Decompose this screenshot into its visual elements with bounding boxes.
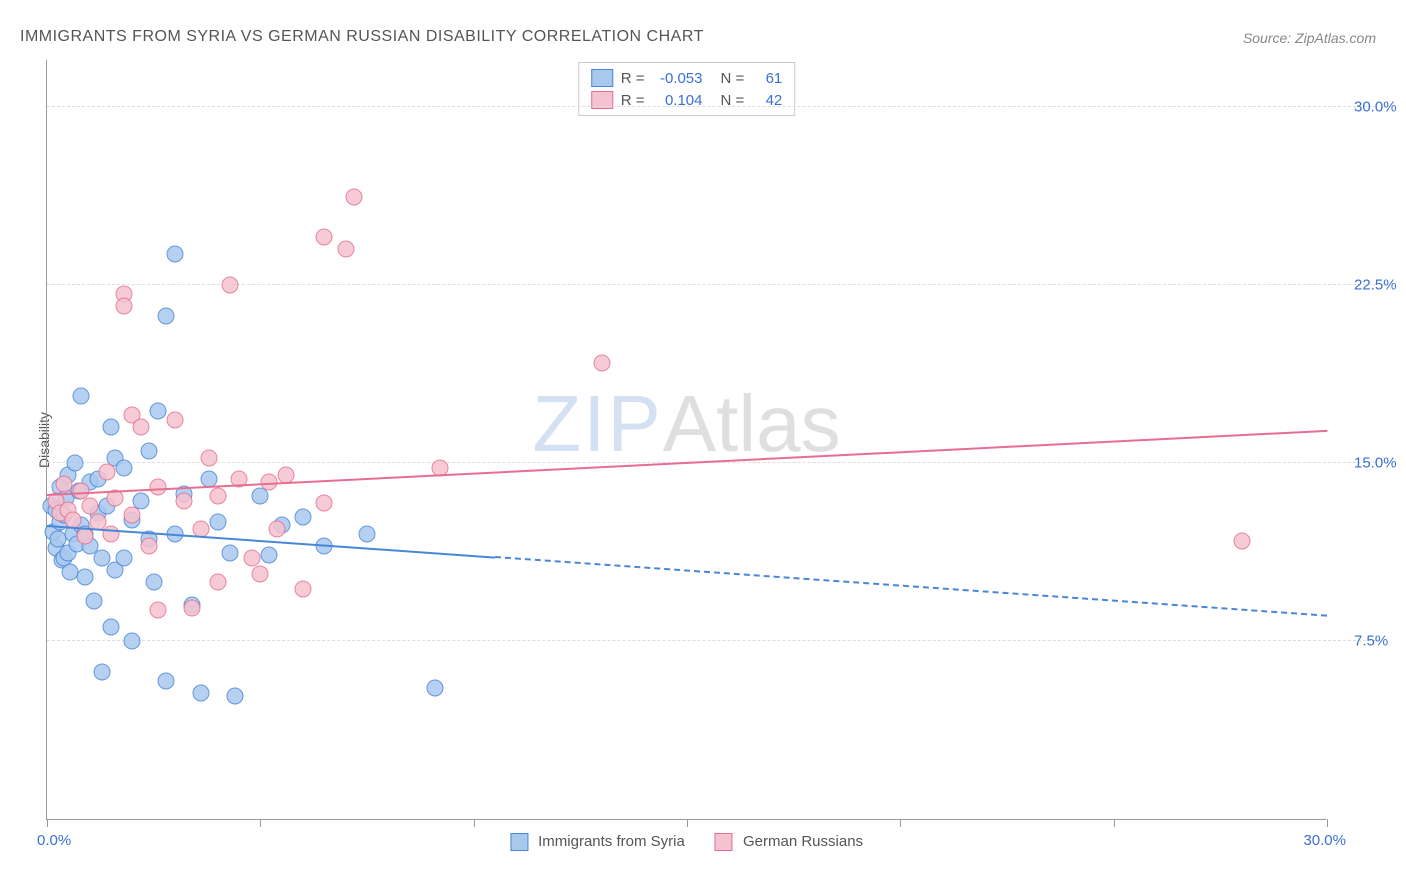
scatter-point-syria bbox=[73, 388, 90, 405]
scatter-point-syria bbox=[149, 402, 166, 419]
scatter-point-syria bbox=[103, 618, 120, 635]
legend-item-syria: Immigrants from Syria bbox=[510, 833, 685, 851]
x-tick bbox=[687, 819, 688, 827]
correlation-legend: R = -0.053 N = 61 R = 0.104 N = 42 bbox=[578, 62, 796, 116]
scatter-point-syria bbox=[295, 509, 312, 526]
scatter-point-german_russians bbox=[201, 450, 218, 467]
y-tick-label: 15.0% bbox=[1354, 454, 1406, 471]
source-attribution: Source: ZipAtlas.com bbox=[1243, 30, 1376, 46]
scatter-point-german_russians bbox=[277, 466, 294, 483]
scatter-point-syria bbox=[158, 673, 175, 690]
scatter-point-german_russians bbox=[222, 276, 239, 293]
scatter-point-german_russians bbox=[98, 464, 115, 481]
x-tick bbox=[474, 819, 475, 827]
scatter-point-syria bbox=[115, 459, 132, 476]
gridline bbox=[47, 640, 1376, 641]
scatter-point-german_russians bbox=[149, 478, 166, 495]
scatter-point-german_russians bbox=[81, 497, 98, 514]
scatter-point-german_russians bbox=[124, 507, 141, 524]
scatter-point-german_russians bbox=[209, 488, 226, 505]
x-tick bbox=[900, 819, 901, 827]
scatter-point-german_russians bbox=[316, 229, 333, 246]
watermark-zip: ZIP bbox=[532, 379, 662, 468]
swatch-syria bbox=[591, 69, 613, 87]
gridline bbox=[47, 284, 1376, 285]
scatter-point-german_russians bbox=[209, 573, 226, 590]
plot-container: Disability ZIPAtlas R = -0.053 N = 61 R … bbox=[46, 60, 1326, 820]
scatter-point-german_russians bbox=[132, 419, 149, 436]
scatter-plot: ZIPAtlas R = -0.053 N = 61 R = 0.104 N =… bbox=[46, 60, 1326, 820]
x-tick bbox=[260, 819, 261, 827]
r-value-syria: -0.053 bbox=[653, 70, 703, 87]
scatter-point-syria bbox=[192, 685, 209, 702]
scatter-point-german_russians bbox=[295, 580, 312, 597]
scatter-point-german_russians bbox=[337, 241, 354, 258]
chart-title: IMMIGRANTS FROM SYRIA VS GERMAN RUSSIAN … bbox=[20, 28, 704, 46]
x-min-label: 0.0% bbox=[37, 832, 71, 849]
scatter-point-syria bbox=[85, 592, 102, 609]
scatter-point-german_russians bbox=[593, 355, 610, 372]
trend-line-german_russians bbox=[47, 430, 1327, 496]
n-value-syria: 61 bbox=[752, 70, 782, 87]
scatter-point-syria bbox=[158, 307, 175, 324]
scatter-point-german_russians bbox=[346, 188, 363, 205]
scatter-point-syria bbox=[145, 573, 162, 590]
legend-item-german: German Russians bbox=[715, 833, 863, 851]
legend-label-syria: Immigrants from Syria bbox=[538, 833, 685, 850]
scatter-point-german_russians bbox=[141, 537, 158, 554]
scatter-point-syria bbox=[103, 419, 120, 436]
scatter-point-syria bbox=[209, 514, 226, 531]
scatter-point-german_russians bbox=[149, 602, 166, 619]
scatter-point-syria bbox=[94, 663, 111, 680]
x-max-label: 30.0% bbox=[1303, 832, 1346, 849]
y-tick-label: 22.5% bbox=[1354, 276, 1406, 293]
legend-swatch-syria bbox=[510, 833, 528, 851]
scatter-point-syria bbox=[260, 547, 277, 564]
scatter-point-german_russians bbox=[243, 549, 260, 566]
scatter-point-german_russians bbox=[1233, 533, 1250, 550]
scatter-point-syria bbox=[115, 549, 132, 566]
scatter-point-syria bbox=[359, 526, 376, 543]
legend-swatch-german bbox=[715, 833, 733, 851]
scatter-point-syria bbox=[66, 454, 83, 471]
scatter-point-syria bbox=[167, 245, 184, 262]
scatter-point-syria bbox=[226, 687, 243, 704]
scatter-point-german_russians bbox=[316, 495, 333, 512]
correlation-row-german: R = 0.104 N = 42 bbox=[591, 89, 783, 111]
scatter-point-syria bbox=[77, 568, 94, 585]
scatter-point-german_russians bbox=[103, 526, 120, 543]
scatter-point-german_russians bbox=[167, 412, 184, 429]
scatter-point-german_russians bbox=[77, 528, 94, 545]
scatter-point-german_russians bbox=[252, 566, 269, 583]
legend-label-german: German Russians bbox=[743, 833, 863, 850]
x-tick bbox=[47, 819, 48, 827]
scatter-point-syria bbox=[222, 545, 239, 562]
bottom-legend: Immigrants from Syria German Russians bbox=[510, 833, 863, 851]
gridline bbox=[47, 106, 1376, 107]
scatter-point-german_russians bbox=[115, 298, 132, 315]
scatter-point-german_russians bbox=[56, 476, 73, 493]
correlation-row-syria: R = -0.053 N = 61 bbox=[591, 67, 783, 89]
scatter-point-german_russians bbox=[269, 521, 286, 538]
trend-line-syria bbox=[495, 556, 1327, 617]
scatter-point-syria bbox=[427, 680, 444, 697]
scatter-point-german_russians bbox=[175, 492, 192, 509]
r-label: R = bbox=[621, 70, 645, 87]
scatter-point-syria bbox=[141, 442, 158, 459]
x-tick bbox=[1327, 819, 1328, 827]
x-tick bbox=[1114, 819, 1115, 827]
scatter-point-syria bbox=[124, 632, 141, 649]
y-tick-label: 30.0% bbox=[1354, 98, 1406, 115]
y-tick-label: 7.5% bbox=[1354, 632, 1406, 649]
scatter-point-german_russians bbox=[184, 599, 201, 616]
n-label: N = bbox=[721, 70, 745, 87]
